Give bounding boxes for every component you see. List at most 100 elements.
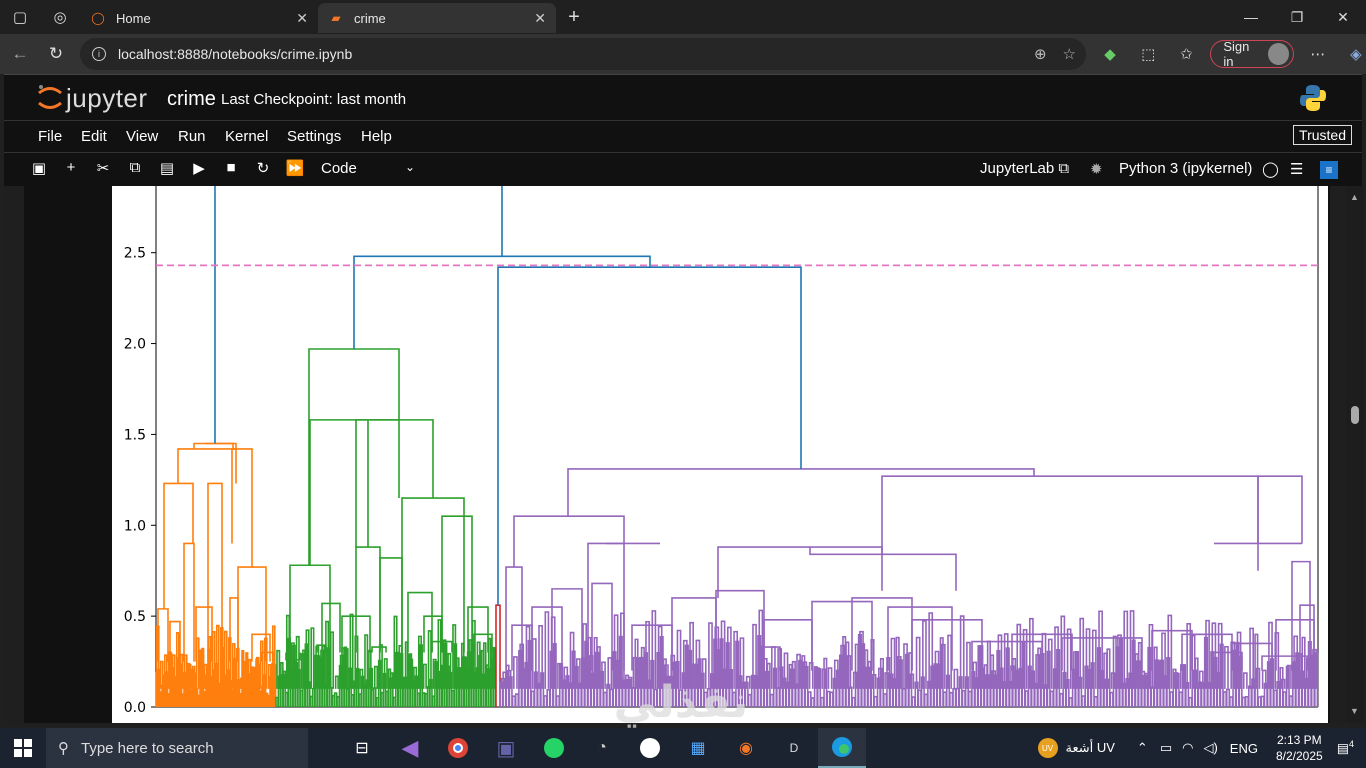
dendrogram-link	[1047, 638, 1053, 689]
chevron-down-icon: ⌄	[404, 160, 415, 174]
volume-icon[interactable]: ◁)	[1203, 740, 1218, 755]
add-cell-icon[interactable]: +	[66, 159, 76, 176]
run-icon[interactable]: ▶	[193, 160, 205, 177]
dendrogram-link	[826, 690, 831, 707]
dendrogram-link	[776, 687, 781, 707]
menu-kernel[interactable]: Kernel	[225, 128, 269, 145]
restart-run-all-icon[interactable]: ⏩	[285, 160, 305, 177]
dendrogram-link	[276, 649, 281, 689]
extensions-icon[interactable]: ⬚	[1141, 46, 1156, 63]
dendrogram-link	[1225, 688, 1231, 707]
menu-view[interactable]: View	[126, 128, 159, 145]
windows-start-icon[interactable]	[0, 728, 46, 768]
paste-icon[interactable]: ▤	[159, 160, 175, 177]
menu-help[interactable]: Help	[361, 128, 392, 145]
stop-icon[interactable]: ■	[226, 159, 236, 176]
dendrogram-link	[310, 627, 315, 689]
dendrogram-link	[471, 619, 476, 689]
extension-app-icon[interactable]: ◆	[1104, 46, 1116, 63]
chrome-icon[interactable]	[434, 728, 482, 768]
cut-icon[interactable]: ✂	[96, 160, 110, 177]
dendrogram-link	[966, 641, 971, 689]
scroll-down-icon[interactable]: ▼	[1350, 706, 1359, 716]
taskbar-search[interactable]: ⚲ Type here to search	[46, 728, 308, 768]
dendrogram-link	[1112, 635, 1117, 707]
dendrogram-link	[807, 691, 812, 707]
dendrogram-link	[308, 348, 400, 566]
dendrogram-link	[476, 641, 481, 689]
dendrogram-link	[188, 664, 192, 689]
tab-crime[interactable]: ▰ crime ✕	[318, 3, 556, 33]
visual-studio-icon[interactable]: ◀	[401, 735, 419, 760]
sign-in-button[interactable]: Sign in	[1210, 39, 1294, 69]
kernel-name[interactable]: Python 3 (ipykernel)	[1119, 160, 1253, 177]
cell-type-value: Code	[321, 160, 357, 177]
favorites-icon[interactable]: ✩	[1180, 46, 1193, 63]
restore-icon[interactable]: ❐	[1290, 8, 1304, 25]
whatsapp-icon[interactable]	[530, 728, 578, 768]
dendrogram-link	[873, 695, 878, 707]
new-tab-button[interactable]: +	[568, 5, 580, 28]
notification-icon[interactable]: ▤4	[1336, 739, 1354, 756]
copilot-icon[interactable]: ◈	[1350, 46, 1362, 63]
battery-icon[interactable]: ▭	[1159, 740, 1173, 755]
copy-icon[interactable]: ⧉	[129, 159, 141, 176]
menu-file[interactable]: File	[38, 128, 63, 145]
menu-run[interactable]: Run	[178, 128, 206, 145]
scroll-up-icon[interactable]: ▲	[1350, 192, 1359, 202]
restart-icon[interactable]: ↻	[256, 160, 270, 177]
cell-type-select[interactable]: Code ⌄	[321, 160, 415, 177]
language-indicator[interactable]: ENG	[1229, 740, 1258, 756]
dendrogram-link	[177, 448, 237, 484]
dendrogram-link	[883, 693, 888, 707]
tab-actions-icon[interactable]: ▢	[12, 9, 28, 26]
site-info-icon[interactable]: i	[92, 47, 106, 61]
edge-icon[interactable]	[818, 728, 866, 768]
dendrogram-link	[682, 639, 688, 689]
favorite-star-icon[interactable]: ☆	[1062, 46, 1076, 63]
jupyter-app-icon[interactable]: ◉	[739, 740, 753, 757]
y-tick-label: 2.5	[124, 246, 146, 262]
save-icon[interactable]: ▣	[31, 160, 47, 177]
dendrogram-link	[1022, 629, 1028, 689]
zoom-icon[interactable]: ⊕	[1033, 46, 1047, 63]
dendrogram-link	[1035, 654, 1041, 689]
dendrogram-link	[305, 629, 310, 689]
dendrogram-link	[531, 606, 563, 671]
menu-list-icon[interactable]: ☰	[1290, 161, 1304, 178]
tab-home[interactable]: ◯ Home ✕	[80, 3, 318, 33]
dendrogram-link	[193, 442, 237, 449]
close-tab-icon[interactable]: ✕	[296, 9, 308, 26]
menu-edit[interactable]: Edit	[81, 128, 107, 145]
wifi-icon[interactable]: ◠	[1182, 740, 1194, 755]
workspaces-icon[interactable]: ◎	[53, 9, 67, 26]
minimize-icon[interactable]: —	[1244, 9, 1258, 25]
close-tab-icon[interactable]: ✕	[534, 9, 546, 26]
app-d-icon[interactable]: D	[789, 741, 799, 755]
notebook-title[interactable]: crime	[167, 88, 216, 110]
menu-settings[interactable]: Settings	[287, 128, 342, 145]
property-inspector-icon[interactable]: ≡	[1320, 161, 1338, 179]
trusted-badge[interactable]: Trusted	[1293, 125, 1352, 145]
back-icon[interactable]: ←	[11, 44, 29, 63]
close-window-icon[interactable]: ✕	[1337, 8, 1349, 25]
dendrogram-link	[256, 656, 260, 689]
github-icon[interactable]	[626, 728, 674, 768]
task-view-icon[interactable]: ⊟	[355, 740, 369, 757]
url-field[interactable]: i localhost:8888/notebooks/crime.ipynb ⊕…	[80, 38, 1086, 70]
refresh-icon[interactable]: ↻	[48, 44, 64, 63]
debugger-icon[interactable]: ✹	[1090, 161, 1103, 178]
scrollbar-thumb[interactable]	[1351, 406, 1359, 424]
vertical-scrollbar[interactable]: ▲ ▼	[1346, 186, 1364, 723]
weather-text[interactable]: أشعة UV	[1065, 740, 1115, 755]
clock[interactable]: 2:13 PM 8/2/2025	[1266, 732, 1333, 764]
app-icon[interactable]: ▦	[690, 740, 706, 757]
more-icon[interactable]: ⋯	[1310, 46, 1326, 63]
tray-chevron-icon[interactable]: ⌃	[1136, 740, 1148, 755]
app-icon[interactable]: ◔	[597, 739, 607, 756]
teams-icon[interactable]: ▣	[496, 737, 516, 760]
dendrogram-link	[251, 633, 271, 662]
dendrogram-link	[953, 668, 959, 689]
jupyterlab-link[interactable]: JupyterLab ⧉	[980, 160, 1069, 177]
jupyter-logo[interactable]: jupyter	[36, 81, 148, 115]
